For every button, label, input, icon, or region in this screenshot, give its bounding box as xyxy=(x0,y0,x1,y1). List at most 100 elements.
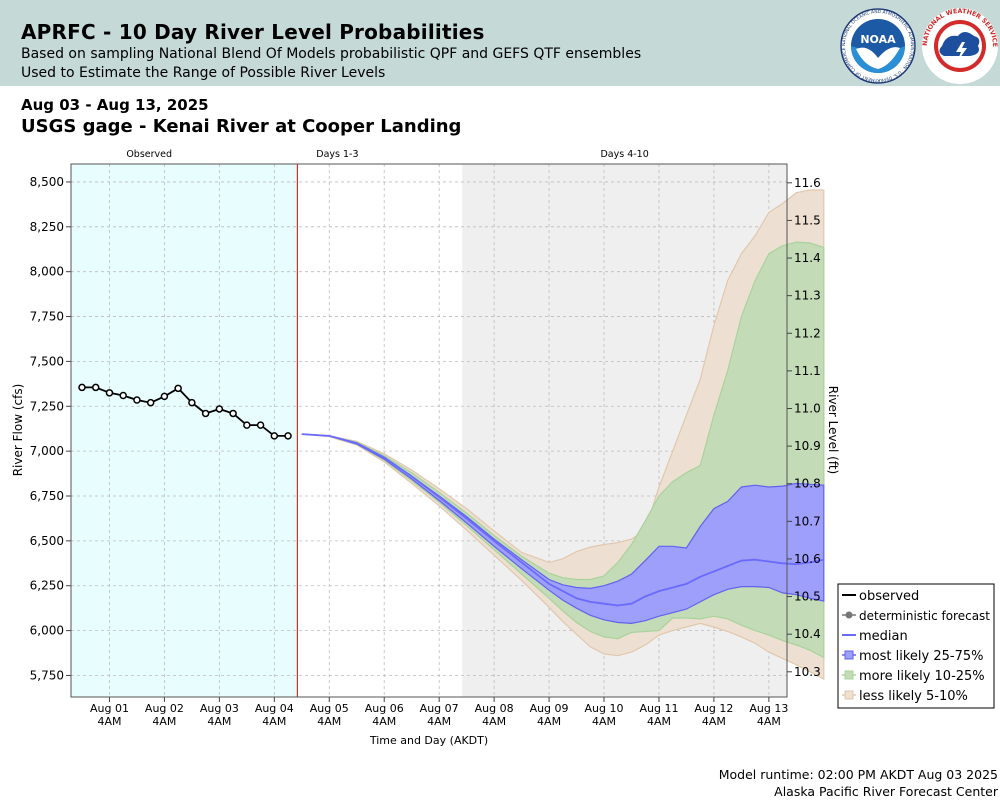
y2-tick-label: 10.5 xyxy=(794,590,821,604)
observed-point xyxy=(174,384,182,393)
x-tick-sublabel: 4AM xyxy=(702,715,726,728)
x-tick-sublabel: 4AM xyxy=(427,715,451,728)
period-label-days-1-3: Days 1-3 xyxy=(316,149,358,160)
x-tick-sublabel: 4AM xyxy=(647,715,671,728)
x-tick-label: Aug 10 xyxy=(585,702,624,715)
observed-point xyxy=(105,389,114,397)
legend-label: less likely 5-10% xyxy=(859,689,968,704)
legend: observed deterministic forecast median most… xyxy=(837,583,995,709)
legend-label: most likely 25-75% xyxy=(859,649,983,664)
y-tick-label: 8,000 xyxy=(30,265,64,279)
plot-frame xyxy=(70,163,788,698)
gage-title: USGS gage - Kenai River at Cooper Landin… xyxy=(21,116,462,137)
x-tick-label: Aug 05 xyxy=(310,702,349,715)
x-tick-label: Aug 06 xyxy=(365,702,404,715)
noaa-logo-text: NOAA xyxy=(860,33,896,46)
observed-point xyxy=(229,409,237,418)
x-tick-label: Aug 02 xyxy=(145,702,184,715)
x-tick-sublabel: 4AM xyxy=(372,715,396,728)
date-range: Aug 03 - Aug 13, 2025 xyxy=(21,96,209,114)
observed-point xyxy=(160,392,169,401)
observed-period-bg xyxy=(71,164,298,697)
legend-swatch-band xyxy=(844,650,854,660)
noaa-logo: NATIONAL OCEANIC AND ATMOSPHERIC ADMINIS… xyxy=(840,8,916,84)
series-lines xyxy=(78,164,824,697)
median-line xyxy=(301,433,824,607)
y2-tick-label: 10.3 xyxy=(794,665,821,679)
y2-tick-label: 10.6 xyxy=(794,552,821,566)
x-tick-label: Aug 09 xyxy=(530,702,569,715)
period-label-days-4-10: Days 4-10 xyxy=(600,149,648,160)
observed-point xyxy=(133,396,141,404)
y2-tick-label: 11.4 xyxy=(794,251,821,265)
y-axis-label: River Flow (cfs) xyxy=(11,384,25,477)
x-tick-sublabel: 4AM xyxy=(537,715,561,728)
y2-tick-label: 11.3 xyxy=(794,289,821,303)
observed-point xyxy=(243,421,251,429)
x-tick-sublabel: 4AM xyxy=(152,715,176,728)
y-tick-label: 7,000 xyxy=(30,444,64,458)
observed-point xyxy=(78,383,86,392)
x-tick-label: Aug 12 xyxy=(694,702,733,715)
x-tick-label: Aug 01 xyxy=(90,702,129,715)
legend-label: median xyxy=(859,629,908,644)
legend-label: more likely 10-25% xyxy=(859,669,985,684)
observed-point xyxy=(284,432,292,440)
x-tick-sublabel: 4AM xyxy=(207,715,231,728)
y-tick-label: 6,250 xyxy=(30,579,64,593)
y-tick-label: 8,500 xyxy=(30,175,64,189)
model-runtime: Model runtime: 02:00 PM AKDT Aug 03 2025 xyxy=(718,767,998,782)
title-banner: APRFC - 10 Day River Level Probabilities… xyxy=(0,0,1000,86)
y2-tick-label: 11.0 xyxy=(794,401,821,415)
period-label-observed: Observed xyxy=(126,149,172,160)
legend-box xyxy=(837,583,995,709)
y-tick-label: 5,750 xyxy=(30,668,64,682)
legend-label: deterministic forecast xyxy=(859,609,990,623)
x-tick-sublabel: 4AM xyxy=(97,715,121,728)
x-tick-sublabel: 4AM xyxy=(757,715,781,728)
y2-tick-label: 10.7 xyxy=(794,514,821,528)
observed-point xyxy=(270,432,279,440)
y2-tick-label: 11.2 xyxy=(794,326,821,340)
legend-swatch-deterministic-marker xyxy=(845,611,853,619)
x-tick-label: Aug 03 xyxy=(200,702,239,715)
axes: Observed Days 1-3 Days 4-10 5,750 6,000 6,250… xyxy=(30,149,821,728)
band-25-75 xyxy=(301,433,825,625)
y2-tick-label: 11.6 xyxy=(794,176,821,190)
x-tick-sublabel: 4AM xyxy=(592,715,616,728)
page-title: APRFC - 10 Day River Level Probabilities xyxy=(21,20,485,44)
y-tick-label: 7,750 xyxy=(30,310,64,324)
x-tick-label: Aug 13 xyxy=(749,702,788,715)
observed-point xyxy=(188,398,196,407)
x-tick-sublabel: 4AM xyxy=(317,715,341,728)
x-tick-label: Aug 07 xyxy=(420,702,459,715)
y-tick-label: 8,250 xyxy=(30,220,64,234)
observed-line xyxy=(82,386,289,437)
y2-axis-label: River Level (ft) xyxy=(826,386,840,474)
y-tick-label: 6,000 xyxy=(30,624,64,638)
y2-tick-label: 10.8 xyxy=(794,477,821,491)
forecast-center: Alaska Pacific River Forecast Center xyxy=(774,784,998,799)
y2-tick-label: 10.9 xyxy=(794,439,821,453)
observed-point xyxy=(201,409,210,418)
legend-swatch-band xyxy=(844,690,854,700)
x-axis-label: Time and Day (AKDT) xyxy=(369,734,488,747)
y-tick-label: 7,250 xyxy=(30,399,64,413)
y-tick-label: 6,750 xyxy=(30,489,64,503)
nws-logo: NATIONAL WEATHER SERVICE xyxy=(922,8,998,84)
river-level-chart: Observed Days 1-3 Days 4-10 5,750 6,000 6,250… xyxy=(11,149,995,747)
y2-tick-label: 11.5 xyxy=(794,213,821,227)
y2-tick-label: 10.4 xyxy=(794,627,821,641)
x-tick-label: Aug 11 xyxy=(639,702,678,715)
observed-point xyxy=(256,421,265,429)
legend-label: observed xyxy=(859,589,919,604)
legend-swatch-band xyxy=(844,670,854,680)
banner-subtitle-1: Based on sampling National Blend Of Mode… xyxy=(21,46,642,62)
x-tick-sublabel: 4AM xyxy=(482,715,506,728)
observed-point xyxy=(215,405,224,413)
x-tick-label: Aug 04 xyxy=(255,702,294,715)
observed-point xyxy=(91,383,100,392)
observed-point xyxy=(146,398,155,407)
x-tick-sublabel: 4AM xyxy=(262,715,286,728)
observed-point xyxy=(119,391,127,400)
